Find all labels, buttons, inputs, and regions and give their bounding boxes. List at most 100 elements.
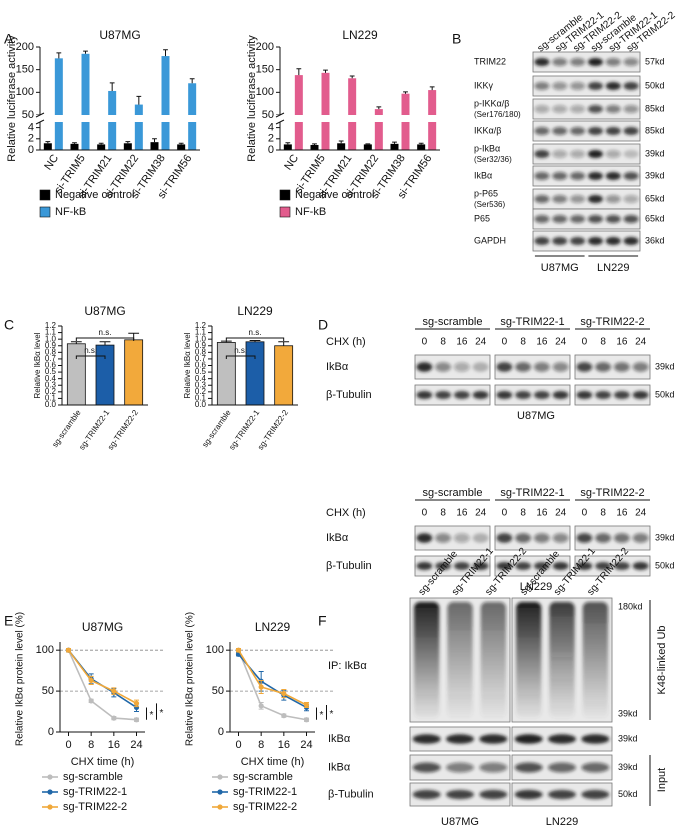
blot-band [552,172,568,180]
blot-band [472,562,489,570]
blot-band [623,105,639,113]
bar [417,144,426,150]
chart-title: U87MG [82,620,123,634]
row-sublabel: (Ser176/180) [474,110,521,119]
blot-band [587,58,603,66]
bar [161,56,170,150]
axis-break [35,119,45,125]
kd-label: 50kd [655,389,675,399]
error-bar [136,95,142,105]
time-label: 16 [616,508,628,519]
time-label: 8 [600,508,606,519]
group-label: sg-scramble [423,316,483,328]
series-line [237,649,307,721]
data-point [133,717,140,723]
legend-marker [217,774,223,780]
y-tick-label: 0.9 [195,341,207,350]
panel-label: B [452,31,461,47]
blot-band [446,762,474,773]
y-tick-label: 1.1 [195,328,207,337]
error-bar [312,143,317,145]
time-label: 0 [582,337,588,348]
blot-band [435,362,451,372]
y-tick-label: 0.1 [45,394,57,403]
row-label: IkBα [328,733,351,745]
row-sublabel: (Ser536) [474,200,505,209]
data-point [88,698,94,704]
blot-band [632,562,649,570]
blot-band [632,362,649,372]
blot-band [581,762,610,773]
time-axis-label: CHX (h) [326,336,366,348]
time-label: 8 [520,337,526,348]
significance-label: n.s. [84,346,97,355]
row-label: β-Tubulin [328,788,374,800]
y-tick-label: 150 [256,64,274,76]
series-line [67,649,137,705]
error-bar [349,75,355,79]
blot-band [614,362,630,372]
blot-band [587,237,603,245]
blot-band [552,237,568,245]
bar [54,58,63,151]
data-point [303,702,310,708]
kd-label: 65kd [645,213,665,223]
error-bar [429,86,435,91]
blot-band [534,150,550,158]
blot-band [514,762,543,773]
axis-break [275,119,285,125]
y-tick-label: 0.2 [45,387,57,396]
x-tick-label: 16 [108,739,120,751]
legend-label: sg-scramble [63,771,123,783]
data-point [303,717,310,723]
blot-band [587,150,603,158]
legend-swatch [279,206,291,218]
group-label: sg-TRIM22-2 [580,316,644,328]
group-label: sg-TRIM22-1 [500,487,564,499]
time-label: 0 [422,508,428,519]
y-tick-label: 200 [16,41,34,53]
chart-title: LN229 [237,304,273,318]
y-axis-label: Relative IkBα protein level (%) [15,612,26,746]
y-tick-label: 100 [206,644,224,656]
blot-band [534,391,550,399]
time-label: 16 [536,337,548,348]
legend-label: NF-kB [295,206,326,218]
blot-band [587,82,603,90]
blot-band [472,362,489,372]
blot-band [548,762,576,773]
bar [123,143,132,150]
error-bar [45,141,51,144]
panel-label: E [4,613,13,629]
blot-smear [549,602,575,718]
x-tick-label: 8 [258,739,264,751]
blot-band [496,562,513,570]
x-tick-label: 16 [278,739,290,751]
legend-label: sg-TRIM22-2 [233,801,297,813]
blot-band [446,789,474,800]
kd-label: 65kd [645,193,665,203]
data-point [258,684,264,690]
legend-swatch [39,206,51,218]
blot-band [605,237,621,245]
blot-band [605,215,621,223]
data-point [281,690,287,697]
blot-band [454,362,470,372]
side-label: K48-linked Ub [656,625,668,694]
kd-label: 39kd [618,708,638,718]
time-label: 24 [635,337,647,348]
legend-marker [47,804,53,810]
blot-band [515,391,531,399]
blot-band [587,195,603,203]
blot-band [534,362,550,372]
error-bar [278,341,290,346]
y-tick-label: 50 [212,685,224,697]
y-axis-label: Relative IkBα protein level (%) [185,612,196,746]
y-tick-label: 0.8 [45,347,57,356]
legend-swatch [39,189,51,201]
axis-break-gap [34,115,200,122]
bar [43,143,52,150]
bar [321,72,330,150]
chart-title: LN229 [342,28,378,42]
error-bar [56,52,62,59]
